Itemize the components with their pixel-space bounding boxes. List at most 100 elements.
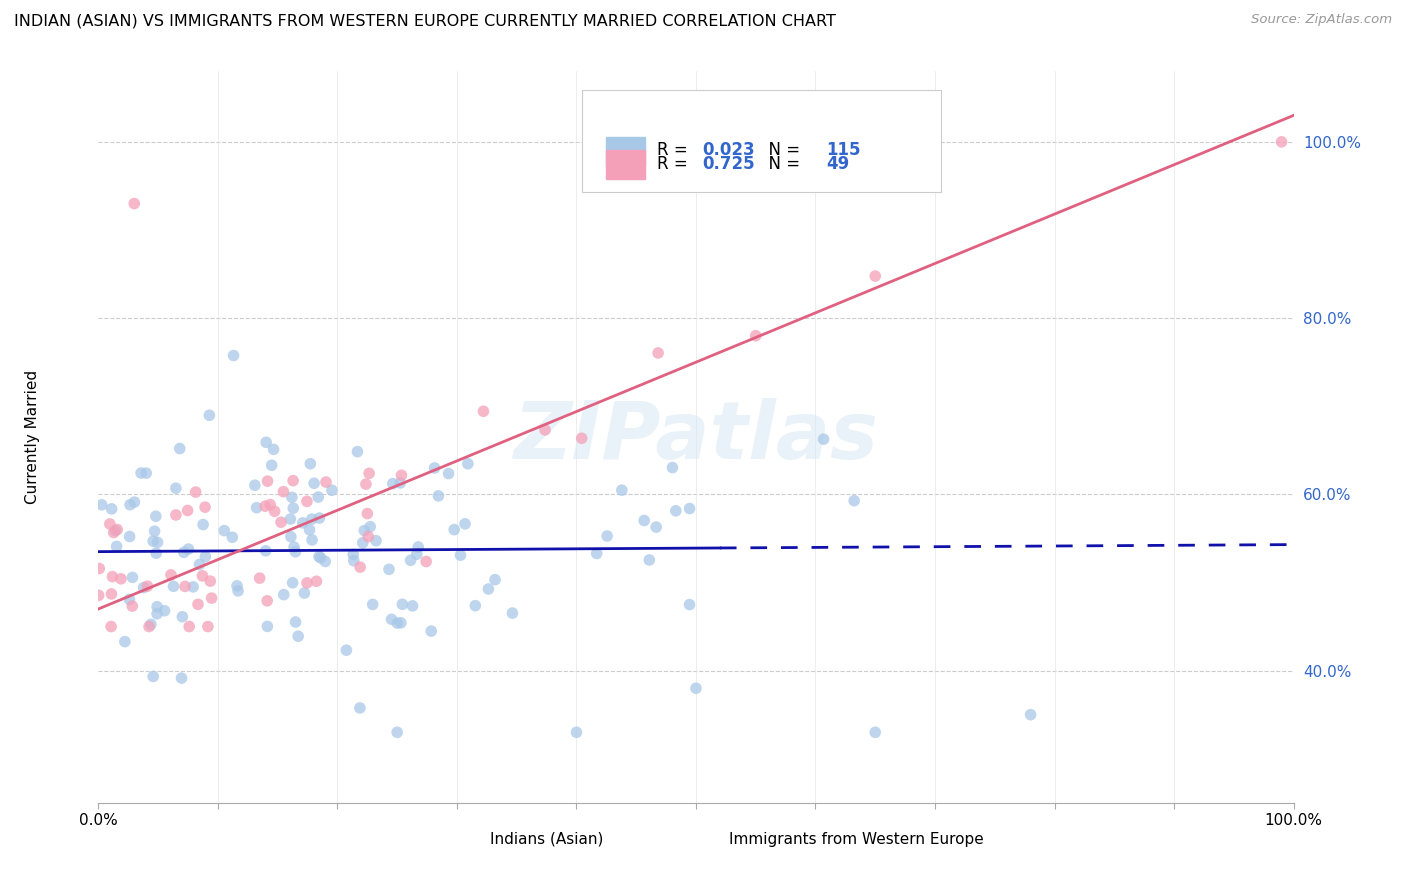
Point (295, 575, 318, 590)
Point (389, 475, 412, 490)
Text: 0.023: 0.023 (702, 141, 755, 159)
Point (353, 524, 375, 538)
Point (181, 580, 204, 594)
Point (645, 520, 668, 534)
Point (160, 567, 183, 582)
Point (283, 474, 305, 488)
Point (335, 643, 357, 657)
Point (342, 548, 364, 562)
Point (153, 604, 176, 618)
Point (284, 545, 307, 559)
Point (142, 669, 165, 683)
Point (477, 582, 499, 596)
Point (179, 619, 201, 633)
Text: N =: N = (758, 155, 806, 173)
Point (118, 592, 141, 607)
Point (307, 490, 329, 504)
Point (678, 501, 700, 516)
Point (87, 588, 110, 602)
Point (273, 484, 295, 499)
Point (385, 725, 409, 739)
Point (143, 524, 166, 539)
Point (299, 457, 322, 471)
Point (246, 500, 269, 515)
Point (254, 435, 277, 450)
Point (118, 529, 141, 543)
Point (346, 444, 368, 458)
Point (90, 498, 112, 512)
Point (194, 500, 217, 515)
Point (1271, 135, 1294, 149)
Point (349, 701, 371, 715)
Point (357, 530, 380, 544)
Point (308, 549, 330, 564)
Point (359, 519, 381, 533)
Point (169, 442, 191, 456)
Point (145, 509, 167, 524)
Point (309, 550, 332, 565)
Point (585, 546, 607, 560)
Point (174, 579, 197, 593)
Point (381, 476, 404, 491)
Point (405, 547, 427, 561)
Point (443, 523, 465, 537)
Text: 49: 49 (827, 155, 849, 173)
Point (638, 553, 661, 567)
Point (472, 404, 495, 418)
Point (89, 561, 111, 575)
Point (256, 594, 278, 608)
Point (121, 570, 143, 584)
Point (129, 466, 152, 480)
Point (146, 535, 169, 549)
Point (295, 494, 318, 508)
Text: Indians (Asian): Indians (Asian) (491, 832, 603, 847)
Point (222, 349, 245, 363)
Point (260, 458, 283, 473)
FancyBboxPatch shape (693, 823, 724, 855)
Point (198, 409, 221, 423)
Point (844, 493, 866, 508)
Point (661, 460, 683, 475)
Point (259, 498, 281, 512)
Point (356, 507, 378, 521)
Point (457, 457, 479, 471)
Point (281, 575, 304, 590)
FancyBboxPatch shape (582, 90, 941, 192)
Point (280, 530, 302, 544)
Point (534, 423, 557, 437)
Point (298, 523, 321, 537)
Point (110, 572, 132, 586)
Point (427, 489, 450, 503)
Point (254, 544, 277, 558)
Point (101, 569, 124, 583)
Text: 115: 115 (827, 141, 860, 159)
Point (105, 540, 128, 554)
Point (813, 432, 835, 446)
Point (200, 574, 222, 589)
Point (501, 606, 523, 620)
Text: Source: ZipAtlas.com: Source: ZipAtlas.com (1251, 13, 1392, 27)
Point (301, 533, 323, 547)
Point (287, 629, 309, 643)
Point (399, 553, 422, 567)
Point (610, 483, 633, 498)
FancyBboxPatch shape (606, 136, 644, 166)
Point (314, 554, 336, 568)
Point (124, 495, 146, 509)
Point (283, 501, 305, 516)
Point (135, 466, 157, 480)
Point (256, 619, 278, 633)
Point (263, 442, 285, 457)
Point (142, 534, 165, 549)
Point (437, 467, 460, 481)
Point (187, 598, 209, 612)
Point (343, 554, 366, 568)
Point (305, 574, 328, 589)
Text: R =: R = (657, 141, 693, 159)
Point (294, 586, 316, 600)
Point (571, 431, 593, 445)
Point (177, 542, 200, 557)
Point (401, 599, 423, 613)
Point (685, 681, 707, 696)
Point (1019, 707, 1042, 722)
